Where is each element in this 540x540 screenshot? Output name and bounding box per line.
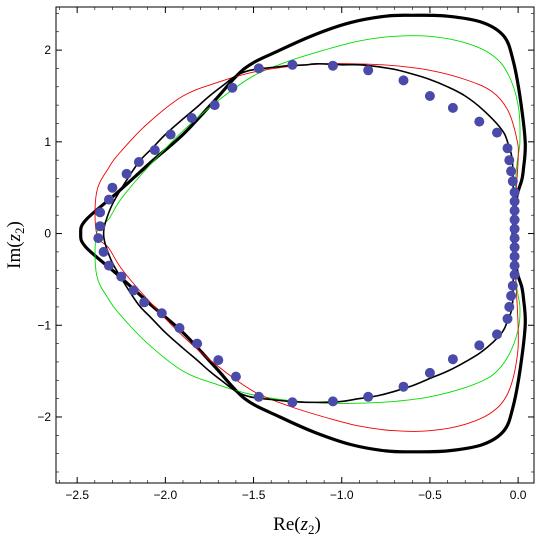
data-point	[174, 323, 185, 333]
data-point	[186, 113, 197, 123]
data-point	[504, 155, 515, 166]
data-point	[93, 233, 104, 244]
data-point	[128, 285, 139, 296]
series-curve-3	[94, 63, 519, 432]
data-point	[502, 143, 513, 154]
data-point	[398, 75, 409, 86]
y-tick-label: 2	[44, 43, 51, 57]
plot-frame	[55, 6, 535, 484]
data-point	[230, 371, 241, 382]
data-point	[509, 223, 520, 234]
data-point	[133, 157, 144, 167]
x-tick-label: −2.5	[65, 488, 89, 502]
data-point	[363, 65, 374, 76]
y-tick-label: −2	[37, 410, 51, 424]
data-point	[103, 194, 114, 205]
data-point	[509, 187, 520, 198]
data-point	[474, 340, 485, 351]
y-tick-label: −1	[37, 318, 51, 332]
data-point	[507, 280, 518, 291]
data-point	[253, 63, 264, 74]
data-point	[492, 329, 502, 340]
data-point	[424, 367, 435, 378]
tick-layer: −2.5 −2.0 −1.5 −1.0 −0.5 0.0 2 1 0 −1 −2	[37, 7, 534, 502]
data-point	[504, 301, 515, 312]
data-point	[506, 166, 517, 177]
data-point	[363, 391, 374, 402]
x-tick-label: −0.5	[418, 488, 442, 502]
data-point	[492, 127, 502, 138]
data-point	[165, 129, 176, 140]
series-curve-4	[102, 62, 514, 404]
data-point	[116, 271, 127, 282]
data-point	[149, 145, 160, 156]
data-point	[506, 290, 517, 301]
data-point	[509, 269, 520, 280]
data-point	[447, 102, 458, 113]
y-axis-label: Im(z2)	[4, 221, 27, 269]
data-point	[327, 396, 338, 407]
data-point	[139, 297, 150, 308]
data-point	[509, 242, 520, 253]
x-tick-label: 0.0	[510, 488, 527, 502]
data-point	[98, 246, 109, 257]
data-point	[509, 214, 520, 225]
data-point	[287, 59, 298, 70]
data-point	[213, 355, 224, 366]
data-point	[509, 260, 520, 271]
data-point	[447, 354, 458, 365]
data-point	[209, 100, 220, 111]
data-point	[398, 381, 409, 392]
series-layer	[79, 13, 527, 454]
x-tick-label: −1.0	[330, 488, 354, 502]
marker-layer	[93, 59, 520, 408]
data-point	[424, 91, 435, 101]
y-tick-label: 1	[44, 135, 51, 149]
data-point	[509, 233, 520, 244]
data-point	[95, 221, 106, 232]
data-point	[327, 60, 338, 71]
x-tick-label: −2.0	[154, 488, 178, 502]
data-point	[509, 251, 520, 262]
data-point	[107, 182, 118, 193]
data-point	[192, 338, 203, 349]
x-tick-label: −1.5	[242, 488, 266, 502]
data-point	[502, 313, 513, 324]
data-point	[507, 176, 518, 187]
data-point	[253, 391, 264, 402]
x-axis-label: Re(z2)	[273, 514, 321, 537]
data-point	[121, 168, 132, 179]
data-point	[227, 82, 238, 93]
data-point	[509, 205, 520, 216]
data-point	[509, 196, 520, 207]
data-point	[156, 308, 167, 319]
data-point	[474, 116, 485, 127]
data-point	[103, 260, 114, 271]
data-point	[287, 397, 298, 408]
series-curve-2	[94, 35, 521, 404]
data-point	[95, 207, 106, 218]
series-curve-1	[79, 13, 527, 454]
y-tick-label: 0	[44, 227, 51, 241]
